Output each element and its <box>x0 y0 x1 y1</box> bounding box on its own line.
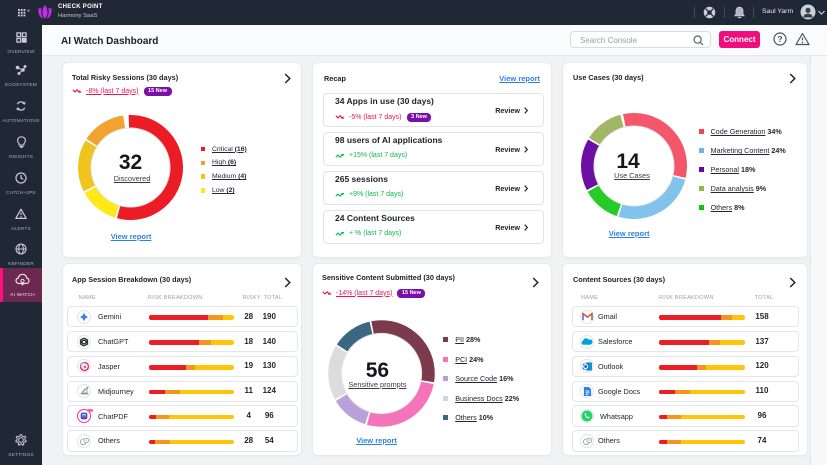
svg-text:?: ? <box>777 34 782 44</box>
svg-text:+: + <box>588 438 591 443</box>
svg-text:+: + <box>85 438 88 443</box>
